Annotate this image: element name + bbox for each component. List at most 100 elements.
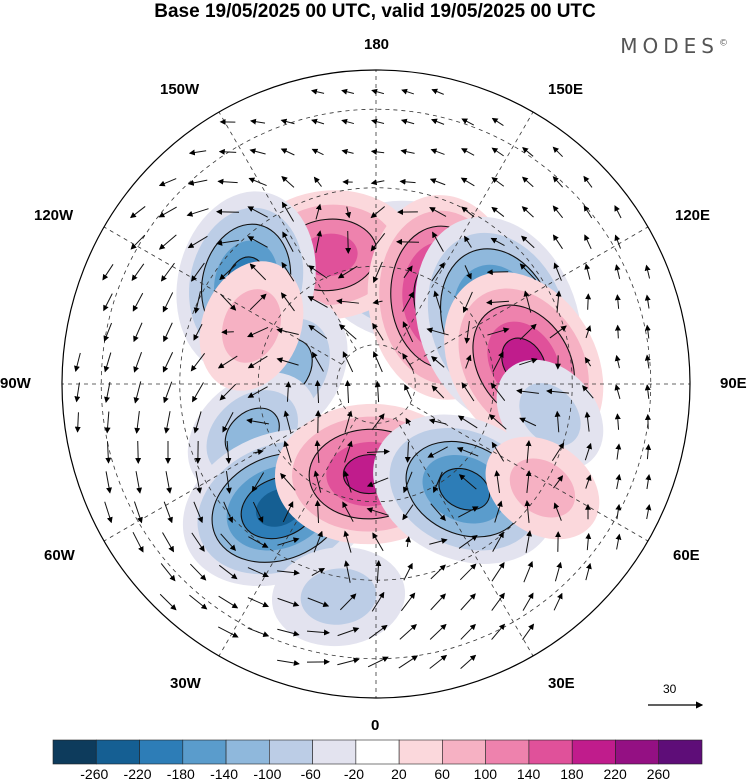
wind-vector (163, 322, 173, 343)
wind-vector (490, 382, 506, 402)
wind-vector (280, 292, 295, 312)
wind-vector (585, 325, 592, 339)
anomaly-blue-scandinavia-russia (373, 414, 556, 564)
wind-vector (338, 324, 357, 340)
wind-vector (133, 381, 142, 404)
wind-vector (103, 322, 113, 342)
wind-vector (135, 471, 143, 494)
wind-vector (225, 471, 232, 494)
wind-vector (337, 627, 360, 637)
lon-label-150w: 150W (160, 81, 200, 98)
wind-vector (430, 564, 446, 580)
wind-vector (402, 291, 414, 312)
wind-vector (494, 500, 503, 523)
wind-vector (644, 384, 651, 399)
wind-vector (247, 327, 269, 338)
wind-vector (430, 148, 445, 155)
meridian-line (103, 226, 343, 365)
wind-vector (307, 597, 330, 607)
wind-vector (552, 176, 564, 188)
wind-vector (276, 357, 299, 366)
wind-vector (311, 118, 325, 125)
wind-vector (644, 294, 651, 309)
wind-vector (427, 446, 448, 458)
wind-vector (551, 442, 565, 462)
wind-vector (247, 386, 268, 398)
wind-vector (367, 656, 389, 668)
wind-vector (372, 532, 384, 552)
wind-vector (460, 177, 475, 187)
wind-vector (188, 149, 207, 156)
wind-vector (281, 261, 295, 282)
wind-vector (277, 597, 300, 607)
wind-vector (519, 417, 537, 427)
wind-vector (432, 471, 443, 494)
wind-vector (280, 148, 295, 156)
wind-vector (366, 477, 389, 488)
wind-vector (405, 417, 412, 426)
wind-vector (402, 504, 414, 521)
colorbar-tick-label: -220 (123, 766, 152, 782)
wind-vector (132, 531, 144, 553)
wind-vector (524, 500, 531, 523)
brand-name: MODES (620, 34, 719, 58)
colorbar-tick-label: 20 (391, 766, 407, 782)
wind-vector (644, 354, 651, 369)
wind-vector (555, 290, 562, 313)
wind-vector (403, 265, 413, 279)
wind-vector (615, 533, 622, 550)
anomaly-contour (221, 289, 282, 363)
wind-vector (614, 413, 621, 430)
wind-vector (195, 471, 203, 494)
wind-vector (133, 352, 143, 373)
lon-label-120e: 120E (675, 207, 711, 224)
wind-vector (249, 293, 267, 311)
wind-vector (281, 175, 295, 188)
wind-vector (429, 207, 447, 217)
wind-vector (219, 264, 237, 281)
latitude-circle (336, 344, 416, 424)
wind-vector (158, 234, 177, 250)
wind-vector (490, 237, 505, 247)
wind-vector (521, 176, 534, 188)
wind-vector (516, 388, 539, 395)
wind-vector (222, 412, 234, 433)
lon-label-90w: 90W (0, 375, 31, 392)
wind-vector (459, 563, 477, 581)
wind-vector (283, 440, 292, 463)
lon-label-60w: 60W (44, 547, 75, 564)
wind-vector (186, 208, 209, 217)
wind-vector (644, 264, 651, 279)
wind-vector (456, 447, 479, 457)
wind-vector (585, 474, 592, 489)
wind-vector (105, 441, 112, 464)
wind-vector (402, 352, 414, 371)
wind-vector (134, 411, 141, 434)
wind-vector (218, 148, 237, 155)
wind-vector (400, 118, 415, 125)
wind-vector (341, 148, 354, 155)
wind-vector (104, 411, 111, 434)
wind-vector (105, 471, 112, 494)
wind-vector (523, 290, 532, 313)
brand-logo: MODES© (620, 34, 728, 58)
wind-vector (162, 352, 174, 373)
wind-vector (163, 381, 173, 404)
wind-vector (491, 592, 505, 611)
wind-vector (458, 474, 477, 490)
wind-vector (372, 261, 383, 284)
wind-vector (522, 147, 534, 157)
wind-vector (220, 533, 237, 551)
wind-vector (615, 443, 622, 460)
wind-vector (102, 264, 114, 281)
wind-vector (216, 208, 240, 215)
wind-vector (193, 411, 202, 434)
wind-vector (246, 418, 269, 425)
wind-vector (159, 593, 177, 611)
wind-vector (247, 236, 268, 248)
wind-vector (585, 293, 592, 310)
wind-vector (130, 206, 146, 219)
colorbar-tick-label: -180 (166, 766, 195, 782)
wind-vector (223, 501, 234, 524)
wind-vector (343, 530, 352, 553)
